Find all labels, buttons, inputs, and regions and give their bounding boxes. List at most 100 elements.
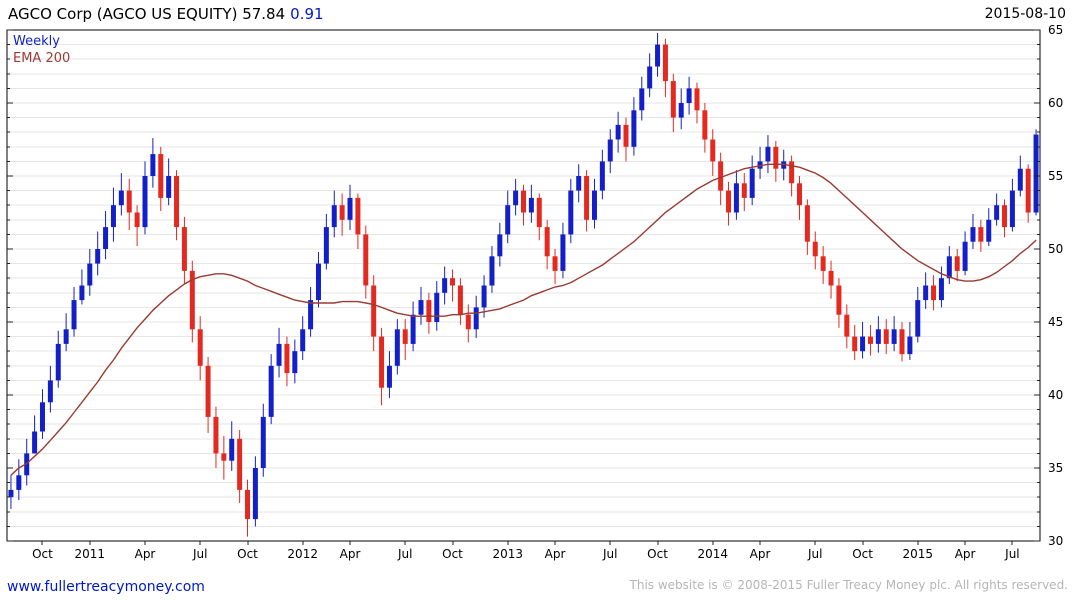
candle-body: [741, 183, 747, 198]
candle-body: [103, 227, 109, 249]
candle-body: [252, 468, 258, 520]
candle-body: [442, 278, 448, 293]
x-axis-label: Jul: [807, 547, 822, 561]
x-axis-label: Jul: [602, 547, 617, 561]
candle-body: [118, 190, 124, 206]
candle-body: [63, 329, 69, 344]
candle-body: [647, 66, 653, 89]
candle-body: [954, 256, 960, 271]
candle-body: [962, 241, 968, 271]
candle-body: [986, 219, 992, 242]
candle-body: [938, 278, 944, 301]
candle-body: [39, 402, 45, 432]
legend-weekly: Weekly: [13, 34, 60, 49]
candle-body: [71, 300, 77, 330]
x-axis-label: Oct: [852, 547, 873, 561]
candle-body: [150, 154, 156, 176]
candle-body: [134, 212, 140, 228]
candle-body: [1025, 168, 1031, 213]
candle-body: [946, 256, 952, 279]
candle-body: [1033, 134, 1039, 213]
candle-body: [55, 343, 61, 381]
candles-layer: [8, 32, 1039, 537]
candle-body: [292, 351, 298, 374]
candle-body: [245, 489, 251, 520]
candle-body: [126, 190, 132, 213]
chart-title: AGCO Corp (AGCO US EQUITY) 57.84 0.91: [8, 5, 324, 23]
x-axis-label: Apr: [135, 547, 156, 561]
y-axis-labels: 30 35 40 45 50 55 60 65: [1048, 23, 1063, 548]
candle-body: [205, 365, 211, 417]
candle-body: [268, 365, 274, 417]
candle-body: [773, 146, 779, 169]
candle-body: [883, 329, 889, 344]
candle-body: [331, 205, 337, 228]
candle-body: [1017, 168, 1023, 191]
candle-body: [355, 197, 361, 235]
candle-body: [489, 256, 495, 286]
x-axis-label: Jul: [1004, 547, 1019, 561]
candle-body: [386, 365, 392, 388]
candle-body: [536, 197, 542, 228]
x-axis-label: Apr: [955, 547, 976, 561]
x-axis-label: 2013: [492, 547, 523, 561]
candle-body: [505, 205, 511, 235]
candle-body: [221, 453, 227, 461]
candle-body: [686, 88, 692, 103]
candle-body: [828, 270, 834, 286]
chart-date: 2015-08-10: [984, 6, 1066, 22]
candle-body: [804, 205, 810, 242]
x-axis-label: Oct: [442, 547, 463, 561]
candle-body: [166, 176, 172, 198]
candle-body: [749, 168, 755, 198]
instrument-title: AGCO Corp (AGCO US EQUITY) 57.84: [8, 5, 286, 23]
candle-body: [47, 380, 53, 403]
candle-body: [300, 329, 306, 352]
candle-body: [615, 124, 621, 140]
candle-body: [95, 249, 101, 264]
candle-body: [875, 329, 881, 344]
candle-body: [521, 190, 526, 213]
candle-body: [410, 314, 416, 344]
candle-body: [450, 278, 456, 286]
x-axis-label: Jul: [397, 547, 412, 561]
chart-legend: Weekly EMA 200: [13, 33, 70, 67]
candle-body: [363, 234, 369, 286]
candle-body: [781, 161, 787, 169]
y-axis-label: 30: [1048, 534, 1063, 548]
candle-body: [765, 146, 771, 162]
candle-body: [32, 431, 38, 454]
x-axis-labels: Oct 2011 Apr Jul Oct 2012 Apr Jul Oct 2013 Apr Jul O…: [32, 547, 1020, 561]
y-axis-label: 60: [1048, 96, 1063, 110]
candle-body: [599, 161, 605, 191]
candle-body: [142, 176, 148, 228]
candle-body: [584, 176, 590, 220]
x-axis-label: Oct: [32, 547, 53, 561]
candle-body: [994, 205, 1000, 220]
candle-body: [655, 44, 661, 67]
candle-body: [836, 285, 842, 315]
candle-body: [552, 256, 558, 271]
x-axis-label: Apr: [340, 547, 361, 561]
candle-body: [24, 453, 30, 476]
candle-body: [631, 110, 637, 147]
candle-body: [197, 329, 203, 366]
website-link[interactable]: www.fullertreacymoney.com: [7, 579, 205, 595]
x-axis-label: 2012: [287, 547, 318, 561]
candle-body: [662, 44, 668, 82]
candle-body: [694, 88, 700, 111]
y-axis-label: 55: [1048, 169, 1063, 183]
candle-body: [678, 103, 684, 118]
candle-body: [560, 234, 566, 271]
candle-body: [907, 336, 913, 355]
y-axis-label: 65: [1048, 23, 1063, 37]
x-axis-label: Apr: [750, 547, 771, 561]
y-axis-label: 45: [1048, 315, 1063, 329]
candle-body: [237, 438, 243, 490]
candle-body: [796, 183, 802, 206]
copyright-text: This website is © 2008-2015 Fuller Treac…: [629, 578, 1068, 592]
candle-body: [347, 197, 353, 220]
candle-body: [1002, 205, 1008, 228]
